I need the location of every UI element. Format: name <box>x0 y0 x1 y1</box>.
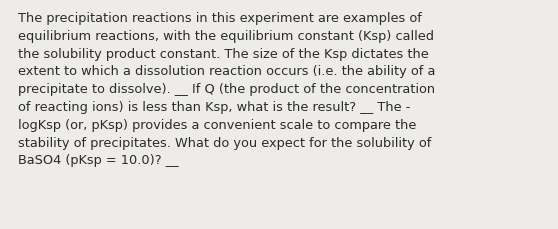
Text: The precipitation reactions in this experiment are examples of
equilibrium react: The precipitation reactions in this expe… <box>18 12 435 167</box>
